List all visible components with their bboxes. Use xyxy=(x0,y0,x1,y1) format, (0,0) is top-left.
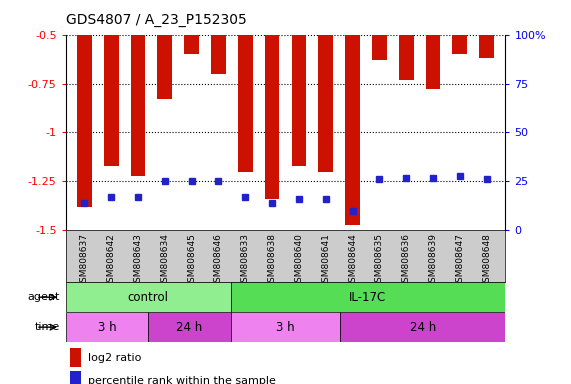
Bar xyxy=(66,312,148,342)
Text: 24 h: 24 h xyxy=(176,321,203,334)
Text: GSM808633: GSM808633 xyxy=(241,233,250,288)
Bar xyxy=(184,35,199,54)
Bar xyxy=(345,35,360,225)
Text: GSM808634: GSM808634 xyxy=(160,233,170,288)
Text: GSM808647: GSM808647 xyxy=(455,233,464,288)
Bar xyxy=(238,35,252,172)
Bar xyxy=(70,348,81,367)
Text: percentile rank within the sample: percentile rank within the sample xyxy=(88,376,276,384)
Bar xyxy=(231,282,505,312)
Bar xyxy=(425,35,440,89)
Text: GSM808636: GSM808636 xyxy=(401,233,411,288)
Bar xyxy=(231,312,340,342)
Text: GSM808637: GSM808637 xyxy=(80,233,89,288)
Bar xyxy=(319,35,333,172)
Text: 3 h: 3 h xyxy=(276,321,295,334)
Text: control: control xyxy=(127,291,168,304)
Text: GDS4807 / A_23_P152305: GDS4807 / A_23_P152305 xyxy=(66,13,247,27)
Bar xyxy=(452,35,467,54)
Bar xyxy=(211,35,226,74)
Bar xyxy=(70,371,81,384)
Text: GSM808635: GSM808635 xyxy=(375,233,384,288)
Bar xyxy=(131,35,146,175)
Text: IL-17C: IL-17C xyxy=(349,291,387,304)
Text: GSM808643: GSM808643 xyxy=(134,233,143,288)
Bar xyxy=(158,35,172,99)
Text: GSM808639: GSM808639 xyxy=(428,233,437,288)
Bar xyxy=(265,35,279,199)
Text: GSM808648: GSM808648 xyxy=(482,233,491,288)
Text: agent: agent xyxy=(27,292,60,302)
Bar xyxy=(340,312,505,342)
Bar xyxy=(148,312,231,342)
Text: time: time xyxy=(35,322,60,332)
Text: GSM808642: GSM808642 xyxy=(107,233,116,288)
Text: log2 ratio: log2 ratio xyxy=(88,353,141,362)
Text: GSM808644: GSM808644 xyxy=(348,233,357,288)
Text: GSM808640: GSM808640 xyxy=(295,233,303,288)
Text: 3 h: 3 h xyxy=(98,321,116,334)
Bar xyxy=(399,35,413,79)
Text: GSM808641: GSM808641 xyxy=(321,233,330,288)
Bar xyxy=(292,35,306,166)
Text: GSM808638: GSM808638 xyxy=(268,233,276,288)
Bar xyxy=(66,282,231,312)
Bar xyxy=(104,35,119,166)
Text: GSM808645: GSM808645 xyxy=(187,233,196,288)
Bar xyxy=(77,35,92,207)
Bar xyxy=(479,35,494,58)
Text: GSM808646: GSM808646 xyxy=(214,233,223,288)
Bar xyxy=(372,35,387,60)
Text: 24 h: 24 h xyxy=(410,321,436,334)
